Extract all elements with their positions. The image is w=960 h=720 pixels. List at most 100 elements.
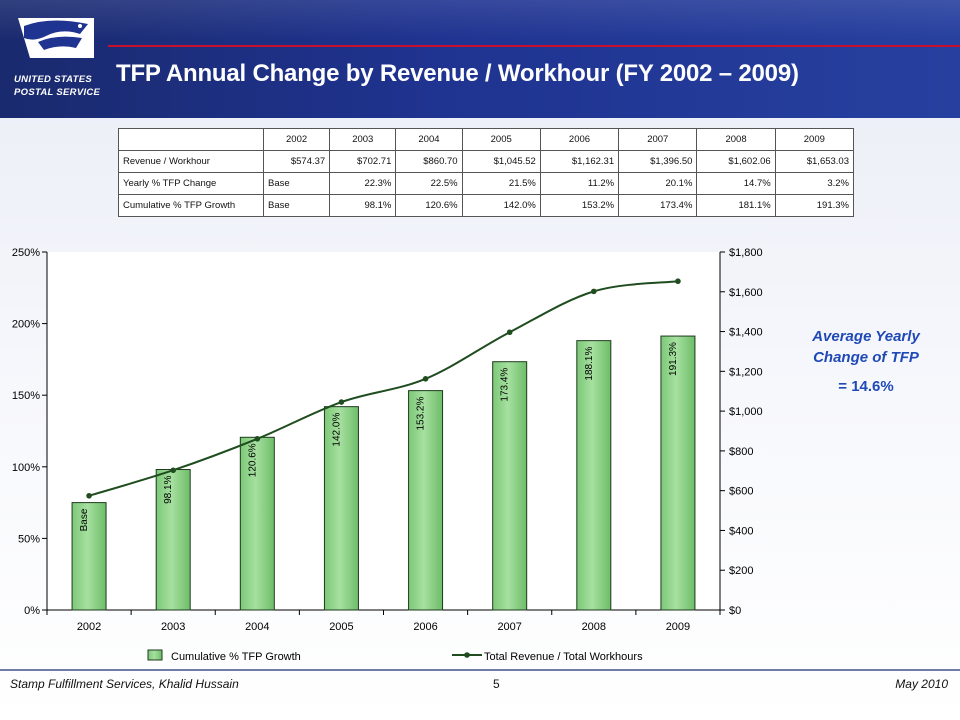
table-year-header: 2006 <box>539 128 620 151</box>
table-cell: 173.4% <box>618 194 698 217</box>
table-cell: $1,162.31 <box>539 150 620 173</box>
bar <box>71 502 107 611</box>
table-year-header: 2008 <box>696 128 776 151</box>
table-cell: $1,396.50 <box>618 150 698 173</box>
table-cell: 191.3% <box>774 194 855 217</box>
bar-data-label: 120.6% <box>247 443 258 477</box>
bar-data-label: 173.4% <box>500 368 511 402</box>
line-point <box>422 376 429 382</box>
table-cell: $1,045.52 <box>461 150 541 173</box>
right-axis-tick-label: $1,600 <box>729 287 763 299</box>
annotation-line1: Average Yearly <box>812 328 920 345</box>
table-row: Yearly % TFP Change Base 22.3% 22.5% 21.… <box>118 172 855 195</box>
bar <box>492 361 528 611</box>
right-axis-tick-label: $200 <box>729 565 753 577</box>
right-axis-tick-label: $600 <box>729 486 753 498</box>
footer-author: Stamp Fulfillment Services, Khalid Hussa… <box>10 677 239 691</box>
line-point <box>506 329 513 336</box>
right-axis-tick-label: $0 <box>729 605 741 617</box>
left-axis-tick-label: 100% <box>12 462 40 474</box>
legend-label-line: Total Revenue / Total Workhours <box>484 651 643 663</box>
bar <box>660 335 696 611</box>
table-cell: 120.6% <box>395 194 463 217</box>
left-axis-tick-label: 200% <box>12 319 40 331</box>
table-cell: $702.71 <box>329 150 397 173</box>
left-axis-tick-label: 0% <box>24 605 40 617</box>
table-cell: 98.1% <box>329 194 397 217</box>
bar-data-label: 153.2% <box>416 397 427 431</box>
footer-date: May 2010 <box>895 677 948 691</box>
left-axis-tick-label: 250% <box>12 247 40 259</box>
table-cell: $1,653.03 <box>774 150 855 173</box>
table-cell: 153.2% <box>539 194 620 217</box>
x-axis-tick-label: 2005 <box>329 621 353 633</box>
table-cell: Base <box>262 194 331 217</box>
table-row: Revenue / Workhour $574.37 $702.71 $860.… <box>118 150 855 173</box>
logo-text-line2: POSTAL SERVICE <box>14 87 101 98</box>
table-year-header: 2003 <box>329 128 397 151</box>
left-axis-tick-label: 50% <box>18 533 40 545</box>
table-year-header: 2002 <box>262 128 331 151</box>
x-axis-tick-label: 2007 <box>497 621 521 633</box>
x-axis-tick-label: 2009 <box>666 621 690 633</box>
x-axis-tick-label: 2008 <box>582 621 606 633</box>
usps-logo: UNITED STATES POSTAL SERVICE <box>10 12 102 104</box>
table-row-label: Cumulative % TFP Growth <box>118 194 264 217</box>
legend-bar-swatch <box>147 649 163 661</box>
series-line <box>88 280 679 497</box>
table-year-header: 2009 <box>774 128 855 151</box>
bar-data-label: 191.3% <box>668 342 679 376</box>
table-cell: 14.7% <box>696 172 776 195</box>
logo-text-line1: UNITED STATES <box>14 74 92 85</box>
table-header-row: 2002 2003 2004 2005 2006 2007 2008 2009 <box>118 128 855 151</box>
bar <box>408 390 444 611</box>
table-year-header: 2007 <box>618 128 698 151</box>
bar-data-label: 142.0% <box>331 413 342 447</box>
table-cell: Base <box>262 172 331 195</box>
table-cell: 22.3% <box>329 172 397 195</box>
line-point <box>86 492 92 499</box>
table-year-header: 2005 <box>461 128 541 151</box>
x-axis-tick-label: 2004 <box>245 621 269 633</box>
table-cell: 142.0% <box>461 194 541 217</box>
table-cell: 22.5% <box>395 172 463 195</box>
title-rule <box>108 45 960 47</box>
table-corner-cell <box>118 128 264 151</box>
right-axis-tick-label: $1,400 <box>729 327 763 339</box>
line-point <box>254 436 261 442</box>
eagle-icon <box>18 18 94 58</box>
page-title: TFP Annual Change by Revenue / Workhour … <box>116 60 799 87</box>
right-axis-tick-label: $1,000 <box>729 406 763 418</box>
right-axis-tick-label: $800 <box>729 446 753 458</box>
bar-data-label: 98.1% <box>163 475 174 503</box>
x-axis-tick-label: 2002 <box>77 621 101 633</box>
annotation-value: = 14.6% <box>838 378 894 395</box>
bar <box>155 469 191 611</box>
average-change-annotation: Average Yearly Change of TFP = 14.6% <box>786 326 946 397</box>
bar-data-label: 188.1% <box>584 347 595 381</box>
combo-chart: 0% 50% 100% 150% 200% 250% $0 $200 $400 $600 $800 $… <box>12 247 763 663</box>
plot-area <box>47 252 720 610</box>
bar <box>239 436 275 611</box>
table-row: Cumulative % TFP Growth Base 98.1% 120.6… <box>118 194 855 217</box>
bar <box>576 340 612 611</box>
right-axis-tick-label: $1,800 <box>729 247 763 259</box>
bar-data-label: Base <box>79 508 90 531</box>
right-axis-tick-label: $400 <box>729 525 753 537</box>
table-cell: $574.37 <box>262 150 331 173</box>
header-shine <box>0 0 960 40</box>
annotation-line2: Change of TFP <box>813 349 919 366</box>
line-point <box>675 278 681 285</box>
data-table: 2002 2003 2004 2005 2006 2007 2008 2009 … <box>118 128 855 217</box>
header-banner: UNITED STATES POSTAL SERVICE TFP Annual … <box>0 0 960 118</box>
table-row-label: Revenue / Workhour <box>118 150 264 173</box>
page-number: 5 <box>493 677 500 691</box>
legend-label-bars: Cumulative % TFP Growth <box>171 651 301 663</box>
table-row-label: Yearly % TFP Change <box>118 172 264 195</box>
line-point <box>338 399 345 405</box>
table-cell: 3.2% <box>774 172 855 195</box>
table-cell: $1,602.06 <box>696 150 776 173</box>
line-point <box>591 288 597 295</box>
left-axis-tick-label: 150% <box>12 390 40 402</box>
table-cell: $860.70 <box>395 150 463 173</box>
